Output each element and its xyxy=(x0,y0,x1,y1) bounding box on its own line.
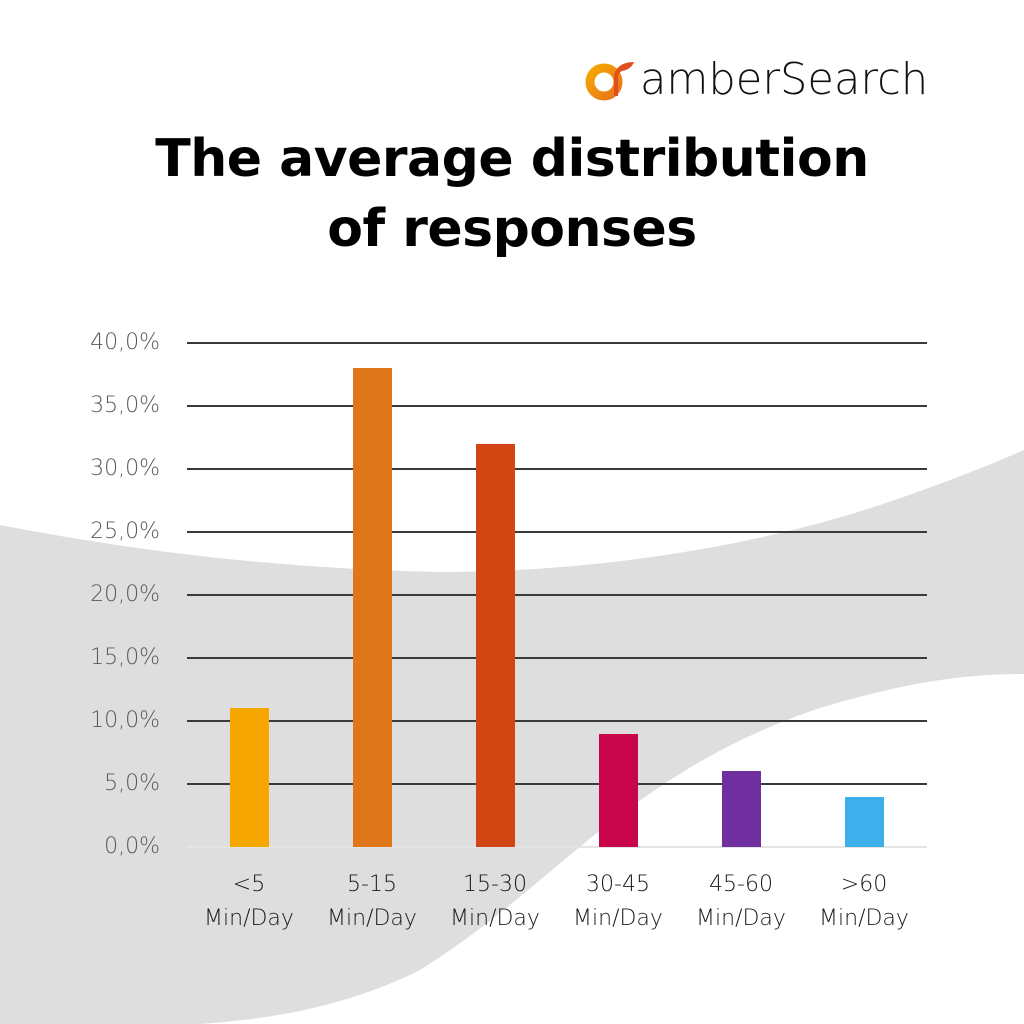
gridline xyxy=(187,531,927,533)
baseline xyxy=(187,846,927,848)
x-tick-range: <5 xyxy=(232,872,266,897)
gridline xyxy=(187,657,927,659)
y-tick-label: 15,0% xyxy=(90,645,160,670)
x-tick-unit: Min/Day xyxy=(696,906,786,931)
x-tick-unit: Min/Day xyxy=(573,906,663,931)
bar-gt-60 xyxy=(845,797,884,847)
y-tick-label: 35,0% xyxy=(90,393,160,418)
x-tick-unit: Min/Day xyxy=(819,906,909,931)
x-tick-label: 5-15 Min/Day xyxy=(310,868,434,936)
bar-15-30 xyxy=(476,444,515,847)
x-tick-range: 30-45 xyxy=(586,872,650,897)
gridline xyxy=(187,594,927,596)
y-tick-label: 30,0% xyxy=(90,456,160,481)
gridline xyxy=(187,468,927,470)
x-tick-unit: Min/Day xyxy=(327,906,417,931)
y-tick-label: 0,0% xyxy=(104,834,160,859)
amber-search-logo-icon xyxy=(585,62,634,101)
x-tick-unit: Min/Day xyxy=(450,906,540,931)
x-tick-label: 15-30 Min/Day xyxy=(433,868,557,936)
bar-5-15 xyxy=(353,368,392,847)
x-tick-label: 45-60 Min/Day xyxy=(679,868,803,936)
x-tick-range: 15-30 xyxy=(463,872,527,897)
gridline xyxy=(187,405,927,407)
chart-title: The average distribution of responses xyxy=(0,124,1024,264)
bar-45-60 xyxy=(722,771,761,847)
bar-30-45 xyxy=(599,734,638,847)
x-tick-label: >60 Min/Day xyxy=(802,868,926,936)
x-tick-range: >60 xyxy=(840,872,888,897)
gridline xyxy=(187,720,927,722)
bar-lt-5 xyxy=(230,708,269,847)
gridline xyxy=(187,783,927,785)
y-tick-label: 10,0% xyxy=(90,708,160,733)
chart-title-line-1: The average distribution xyxy=(155,129,869,189)
y-tick-label: 25,0% xyxy=(90,519,160,544)
chart-title-line-2: of responses xyxy=(327,199,697,259)
y-tick-label: 40,0% xyxy=(90,330,160,355)
x-tick-range: 45-60 xyxy=(709,872,773,897)
x-tick-range: 5-15 xyxy=(347,872,397,897)
amber-search-logo: amberSearch xyxy=(584,54,934,106)
x-tick-label: <5 Min/Day xyxy=(187,868,311,936)
y-tick-label: 5,0% xyxy=(104,771,160,796)
gridline xyxy=(187,342,927,344)
x-tick-unit: Min/Day xyxy=(204,906,294,931)
brand-name: amberSearch xyxy=(640,54,929,105)
x-tick-label: 30-45 Min/Day xyxy=(556,868,680,936)
y-tick-label: 20,0% xyxy=(90,582,160,607)
